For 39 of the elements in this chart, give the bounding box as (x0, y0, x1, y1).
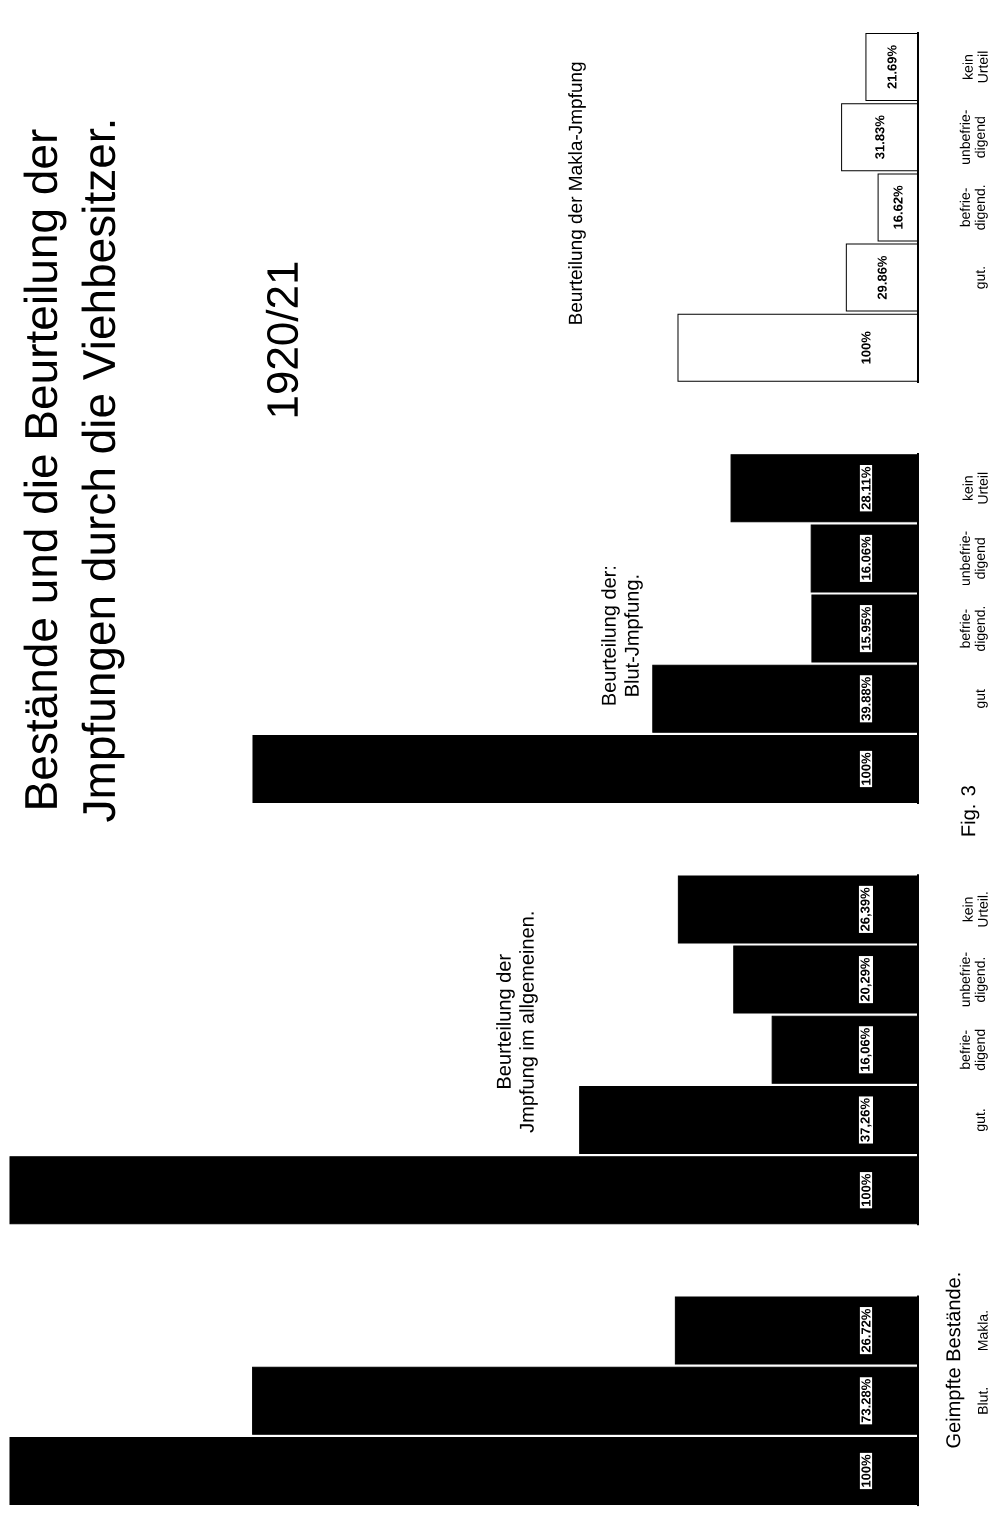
category-label: kein Urteil (962, 472, 988, 504)
category-label: gut (975, 689, 988, 708)
data-label: 26,39% (860, 887, 872, 931)
category-label: befrie- digend. (959, 185, 988, 230)
data-label: 28.11% (861, 466, 871, 510)
data-label: 21.69% (887, 45, 897, 89)
category-label: unbefrie- digend. (959, 952, 988, 1007)
data-label: 15.95% (861, 606, 871, 650)
data-label: 20,29% (860, 957, 872, 1002)
data-label: 16.62% (893, 185, 903, 229)
chart-subtitle: 1920/21 (265, 262, 299, 417)
category-label: unbefrie- digend (959, 531, 988, 586)
annotation: Beurteilung der: Blut-Jmpfung. (601, 566, 643, 705)
category-label: kein Urteil. (962, 892, 988, 927)
category-label: kein Urteil (962, 51, 988, 83)
data-label: 100% (861, 752, 871, 785)
data-label: 29.86% (877, 255, 887, 300)
category-label: unbefrie- digend (959, 110, 988, 164)
data-label: 100% (861, 331, 871, 364)
data-label: 16,06% (860, 1028, 872, 1072)
text: Beurteilung der Makla-Jmpfung (568, 62, 586, 324)
category-label: Blut. (977, 1388, 988, 1414)
category-label: gut. (975, 1109, 988, 1132)
data-label: 16.06% (861, 536, 871, 580)
category-label: gut. (975, 267, 988, 289)
data-label: 100% (861, 1173, 871, 1206)
data-label: 31.83% (875, 115, 885, 159)
data-label: 39.88% (861, 677, 871, 721)
annotation: Beurteilung der Jmpfung im allgemeinen. (496, 912, 538, 1133)
text: Geimpfte Bestände. (945, 1273, 965, 1448)
caption: Fig. 3 (960, 786, 980, 836)
data-label: 73.28% (861, 1379, 871, 1423)
category-label: befrie- digend (959, 1029, 988, 1071)
chart-title: Bestände und die Beurteilung der Jmpfungen durch die Viehbesitzer. (23, 121, 125, 822)
category-label: Makla. (977, 1311, 988, 1351)
data-label: 37,26% (860, 1098, 872, 1142)
data-label: 26.72% (861, 1308, 871, 1353)
data-label: 100% (861, 1454, 871, 1487)
category-label: befrie- digend. (959, 606, 988, 651)
